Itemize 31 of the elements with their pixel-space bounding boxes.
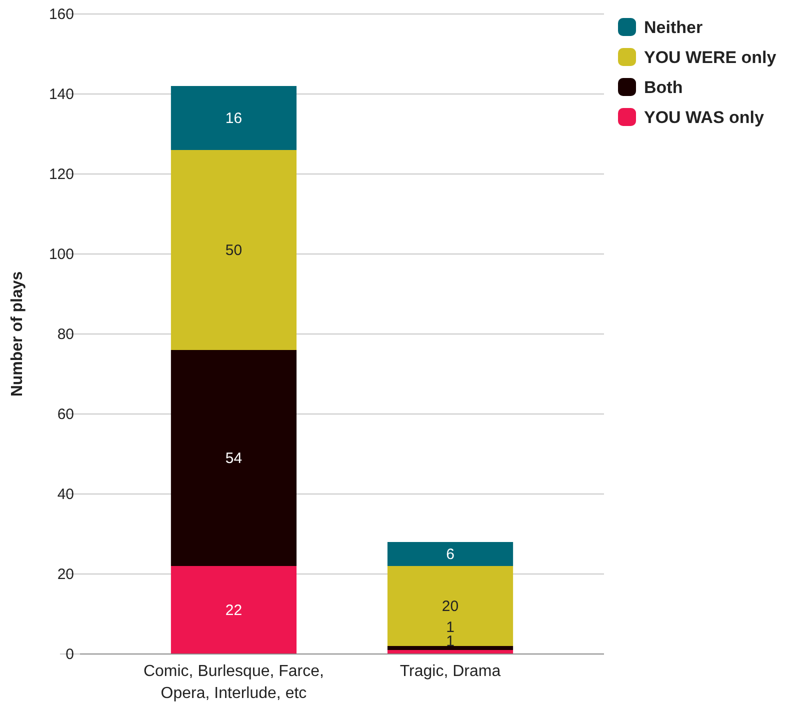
legend-label: YOU WAS only: [644, 108, 764, 127]
legend-label: Neither: [644, 18, 703, 37]
data-label: 20: [442, 598, 459, 615]
data-label: 1: [446, 633, 454, 650]
y-tick-label: 140: [48, 86, 74, 103]
y-tick-label: 120: [48, 166, 74, 183]
y-tick-label: 0: [66, 646, 74, 663]
data-label: 1: [446, 619, 454, 636]
y-tick-label: 160: [48, 6, 74, 23]
data-label: 6: [446, 546, 454, 563]
bar: [387, 566, 514, 646]
bar: [170, 86, 297, 150]
data-label: 54: [225, 450, 242, 467]
y-tick-label: 20: [57, 566, 74, 583]
bar: [387, 542, 514, 566]
data-label: 50: [225, 242, 242, 259]
data-label: 16: [225, 110, 242, 127]
legend-label: YOU WERE only: [644, 48, 777, 67]
y-axis-title: Number of plays: [9, 271, 26, 397]
bar: [170, 350, 297, 566]
y-tick-label: 100: [48, 246, 74, 263]
legend-label: Both: [644, 78, 683, 97]
bar: [170, 566, 297, 654]
y-tick-label: 60: [57, 406, 74, 423]
x-tick-label: Tragic, Drama: [400, 663, 501, 680]
y-tick-label: 40: [57, 486, 74, 503]
x-tick-label: Comic, Burlesque, Farce, Opera, Interlude, etc: [143, 663, 324, 702]
y-tick-label: 80: [57, 326, 74, 343]
data-label: 22: [225, 602, 242, 619]
bar: [387, 646, 514, 650]
bar: [170, 150, 297, 350]
